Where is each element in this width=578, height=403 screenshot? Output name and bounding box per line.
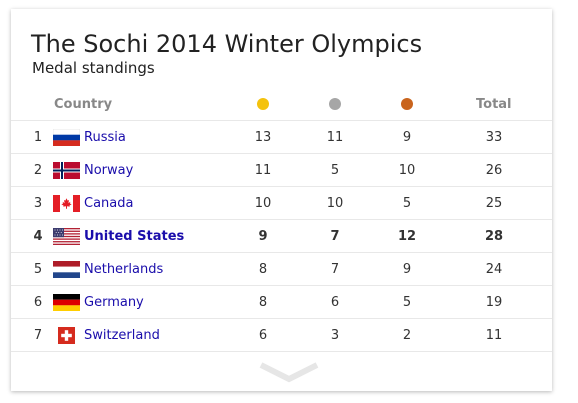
germany-flag-icon	[53, 294, 80, 311]
table-row: 4 United States 9 7 12 2	[11, 219, 552, 253]
switzerland-flag-icon	[58, 327, 75, 344]
country-column-header: Country	[54, 97, 113, 112]
bronze-medal-icon	[401, 98, 413, 110]
silver-count: 10	[326, 196, 344, 211]
silver-count: 6	[330, 295, 340, 310]
silver-count: 3	[330, 328, 340, 343]
table-row: 5 Netherlands 8 7 9 24	[11, 252, 552, 286]
total-count: 33	[485, 130, 503, 145]
gold-count: 6	[258, 328, 268, 343]
norway-flag-icon	[53, 162, 80, 179]
table-bottom-divider	[11, 351, 552, 352]
country-link[interactable]: Switzerland	[84, 328, 160, 343]
rank: 5	[33, 262, 43, 277]
table-row: 2 Norway 11 5 10 26	[11, 153, 552, 187]
table-row: 3 Canada 10 10 5 25	[11, 186, 552, 220]
rank: 4	[33, 229, 43, 244]
gold-count: 9	[258, 229, 268, 244]
bronze-count: 5	[402, 295, 412, 310]
country-link[interactable]: Norway	[84, 163, 134, 178]
silver-count: 5	[330, 163, 340, 178]
country-link[interactable]: Russia	[84, 130, 126, 145]
country-link[interactable]: United States	[84, 229, 185, 244]
country-link[interactable]: Canada	[84, 196, 134, 211]
gold-count: 8	[258, 295, 268, 310]
table-header: Country Total	[11, 89, 552, 121]
table-row: 7 Switzerland 6 3 2 11	[11, 318, 552, 352]
rank: 1	[33, 130, 43, 145]
gold-count: 10	[254, 196, 272, 211]
bronze-count: 2	[402, 328, 412, 343]
bronze-count: 10	[398, 163, 416, 178]
country-link[interactable]: Netherlands	[84, 262, 164, 277]
gold-medal-icon	[257, 98, 269, 110]
total-column-header: Total	[476, 97, 512, 112]
total-count: 11	[485, 328, 503, 343]
chevron-down-icon[interactable]	[257, 359, 321, 383]
russia-flag-icon	[53, 129, 80, 146]
silver-medal-icon	[329, 98, 341, 110]
united-states-flag-icon	[53, 228, 80, 245]
canada-flag-icon	[53, 195, 80, 212]
bronze-count: 9	[402, 130, 412, 145]
rank: 6	[33, 295, 43, 310]
table-row: 6 Germany 8 6 5 19	[11, 285, 552, 319]
table-row: 1 Russia 13 11 9 33	[11, 120, 552, 154]
total-count: 28	[484, 229, 504, 244]
country-link[interactable]: Germany	[84, 295, 144, 310]
silver-count: 11	[326, 130, 344, 145]
silver-count: 7	[330, 229, 340, 244]
rank: 3	[33, 196, 43, 211]
gold-count: 13	[254, 130, 272, 145]
bronze-count: 9	[402, 262, 412, 277]
silver-count: 7	[330, 262, 340, 277]
rank: 7	[33, 328, 43, 343]
card-title: The Sochi 2014 Winter Olympics	[31, 30, 423, 58]
gold-count: 11	[254, 163, 272, 178]
medal-standings-card: The Sochi 2014 Winter Olympics Medal sta…	[11, 9, 552, 391]
netherlands-flag-icon	[53, 261, 80, 278]
card-subtitle: Medal standings	[32, 59, 155, 77]
bronze-count: 5	[402, 196, 412, 211]
bronze-count: 12	[397, 229, 417, 244]
total-count: 25	[485, 196, 503, 211]
gold-count: 8	[258, 262, 268, 277]
total-count: 19	[485, 295, 503, 310]
rank: 2	[33, 163, 43, 178]
total-count: 26	[485, 163, 503, 178]
total-count: 24	[485, 262, 503, 277]
